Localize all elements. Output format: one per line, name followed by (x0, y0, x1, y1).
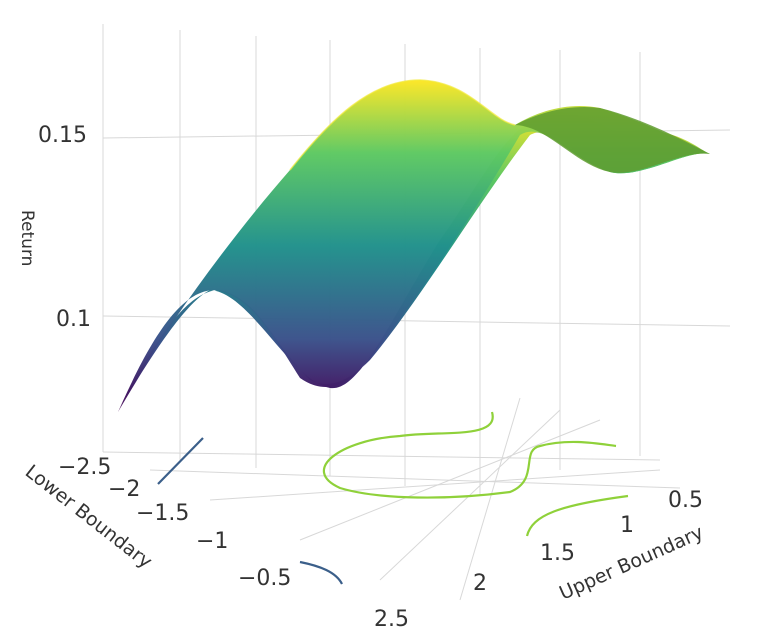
surface-ridge (289, 79, 516, 171)
contour-line (525, 494, 629, 537)
grid-line (209, 469, 661, 501)
surface-far-lobe (515, 106, 710, 173)
contour-line (322, 411, 617, 499)
z-tick-label: 0.15 (38, 123, 87, 148)
y-tick-label: −1.5 (136, 501, 189, 526)
contour-line (299, 560, 343, 585)
y-tick-label: −1 (196, 529, 228, 554)
grid-line (102, 315, 731, 327)
z-axis-ticks: 0.15 0.1 (38, 123, 91, 332)
x-tick-label: 1.5 (540, 541, 575, 566)
grid-line (149, 469, 681, 489)
y-tick-label: −0.5 (238, 566, 291, 591)
x-tick-label: 2.5 (374, 607, 409, 632)
y-tick-label: −2 (108, 477, 140, 502)
y-axis-ticks: −2.5 −2 −1.5 −1 −0.5 (58, 455, 291, 591)
z-tick-label: 0.1 (56, 307, 91, 332)
x-tick-label: 0.5 (668, 488, 703, 513)
z-axis-title: Return (17, 210, 37, 266)
grid-line (102, 451, 661, 461)
surface (118, 79, 710, 412)
x-tick-label: 1 (620, 513, 634, 538)
grid-line (299, 419, 601, 541)
contour-line (157, 437, 204, 485)
grid-line (459, 397, 521, 601)
y-tick-label: −2.5 (58, 455, 111, 480)
x-tick-label: 2 (473, 571, 487, 596)
surface-top (118, 80, 710, 412)
floor-contours (157, 411, 629, 585)
x-axis-ticks: 0.5 1 1.5 2 2.5 (374, 488, 703, 632)
